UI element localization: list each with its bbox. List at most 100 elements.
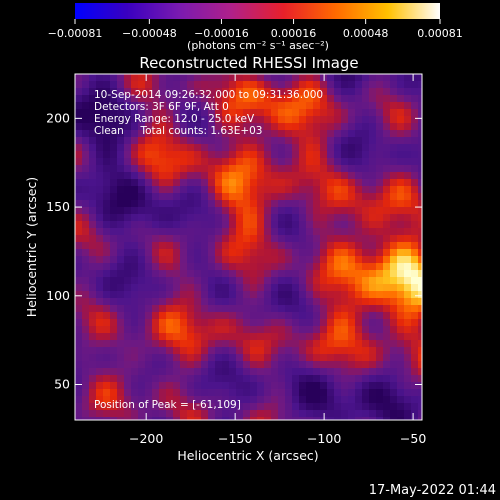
heatmap-cell	[166, 375, 173, 382]
heatmap-cell	[201, 270, 208, 277]
heatmap-cell	[250, 403, 257, 410]
heatmap-cell	[243, 284, 250, 291]
heatmap-cell	[292, 263, 299, 270]
heatmap-cell	[292, 158, 299, 165]
heatmap-cell	[271, 179, 278, 186]
heatmap-cell	[145, 109, 152, 116]
heatmap-cell	[334, 270, 341, 277]
heatmap-cell	[348, 277, 355, 284]
heatmap-cell	[243, 333, 250, 340]
heatmap-cell	[201, 284, 208, 291]
heatmap-cell	[376, 291, 383, 298]
heatmap-cell	[243, 354, 250, 361]
heatmap-cell	[257, 179, 264, 186]
heatmap-cell	[250, 81, 257, 88]
heatmap-cell	[201, 354, 208, 361]
heatmap-cell	[390, 242, 397, 249]
heatmap-cell	[271, 144, 278, 151]
heatmap-cell	[383, 158, 390, 165]
heatmap-cell	[285, 158, 292, 165]
heatmap-cell	[138, 389, 145, 396]
x-axis-label: Heliocentric X (arcsec)	[177, 448, 318, 463]
heatmap-cell	[75, 123, 82, 130]
heatmap-cell	[194, 242, 201, 249]
heatmap-cell	[376, 333, 383, 340]
heatmap-cell	[124, 109, 131, 116]
heatmap-cell	[376, 221, 383, 228]
heatmap-cell	[341, 312, 348, 319]
heatmap-cell	[320, 228, 327, 235]
heatmap-cell	[208, 277, 215, 284]
heatmap-cell	[257, 375, 264, 382]
heatmap-cell	[131, 312, 138, 319]
heatmap-cell	[110, 214, 117, 221]
heatmap-cell	[397, 389, 404, 396]
heatmap-cell	[138, 235, 145, 242]
heatmap-cell	[411, 116, 418, 123]
heatmap-cell	[222, 312, 229, 319]
heatmap-cell	[82, 396, 89, 403]
heatmap-cell	[257, 207, 264, 214]
heatmap-cell	[334, 417, 341, 420]
heatmap-cell	[152, 270, 159, 277]
heatmap-cell	[173, 214, 180, 221]
heatmap-cell	[334, 263, 341, 270]
heatmap-cell	[418, 249, 422, 256]
heatmap-cell	[131, 326, 138, 333]
heatmap-cell	[313, 361, 320, 368]
heatmap-cell	[173, 368, 180, 375]
heatmap-cell	[152, 249, 159, 256]
heatmap-cell	[187, 158, 194, 165]
heatmap-cell	[278, 291, 285, 298]
heatmap-cell	[362, 396, 369, 403]
heatmap-cell	[131, 116, 138, 123]
heatmap-cell	[243, 221, 250, 228]
heatmap-cell	[341, 235, 348, 242]
heatmap-cell	[299, 228, 306, 235]
heatmap-cell	[236, 326, 243, 333]
heatmap-cell	[250, 312, 257, 319]
heatmap-cell	[250, 249, 257, 256]
heatmap-cell	[348, 249, 355, 256]
heatmap-cell	[285, 298, 292, 305]
heatmap-cell	[390, 144, 397, 151]
heatmap-cell	[278, 277, 285, 284]
heatmap-cell	[103, 368, 110, 375]
heatmap-cell	[208, 389, 215, 396]
heatmap-cell	[229, 151, 236, 158]
heatmap-cell	[369, 277, 376, 284]
heatmap-cell	[138, 333, 145, 340]
heatmap-cell	[96, 172, 103, 179]
heatmap-cell	[320, 221, 327, 228]
heatmap-cell	[299, 242, 306, 249]
heatmap-cell	[348, 361, 355, 368]
heatmap-cell	[131, 263, 138, 270]
heatmap-cell	[166, 193, 173, 200]
heatmap-cell	[341, 165, 348, 172]
heatmap-cell	[271, 228, 278, 235]
heatmap-cell	[159, 221, 166, 228]
heatmap-cell	[292, 151, 299, 158]
heatmap-cell	[320, 347, 327, 354]
heatmap-cell	[124, 137, 131, 144]
heatmap-cell	[327, 228, 334, 235]
heatmap-cell	[89, 284, 96, 291]
heatmap-cell	[292, 396, 299, 403]
heatmap-cell	[411, 263, 418, 270]
heatmap-cell	[320, 354, 327, 361]
heatmap-cell	[306, 347, 313, 354]
heatmap-cell	[82, 123, 89, 130]
heatmap-cell	[145, 193, 152, 200]
heatmap-cell	[320, 193, 327, 200]
heatmap-cell	[313, 249, 320, 256]
heatmap-cell	[236, 214, 243, 221]
heatmap-cell	[397, 102, 404, 109]
heatmap-cell	[138, 277, 145, 284]
heatmap-cell	[257, 396, 264, 403]
heatmap-cell	[313, 228, 320, 235]
heatmap-cell	[131, 81, 138, 88]
heatmap-cell	[327, 396, 334, 403]
heatmap-cell	[271, 340, 278, 347]
heatmap-cell	[222, 305, 229, 312]
heatmap-cell	[292, 179, 299, 186]
